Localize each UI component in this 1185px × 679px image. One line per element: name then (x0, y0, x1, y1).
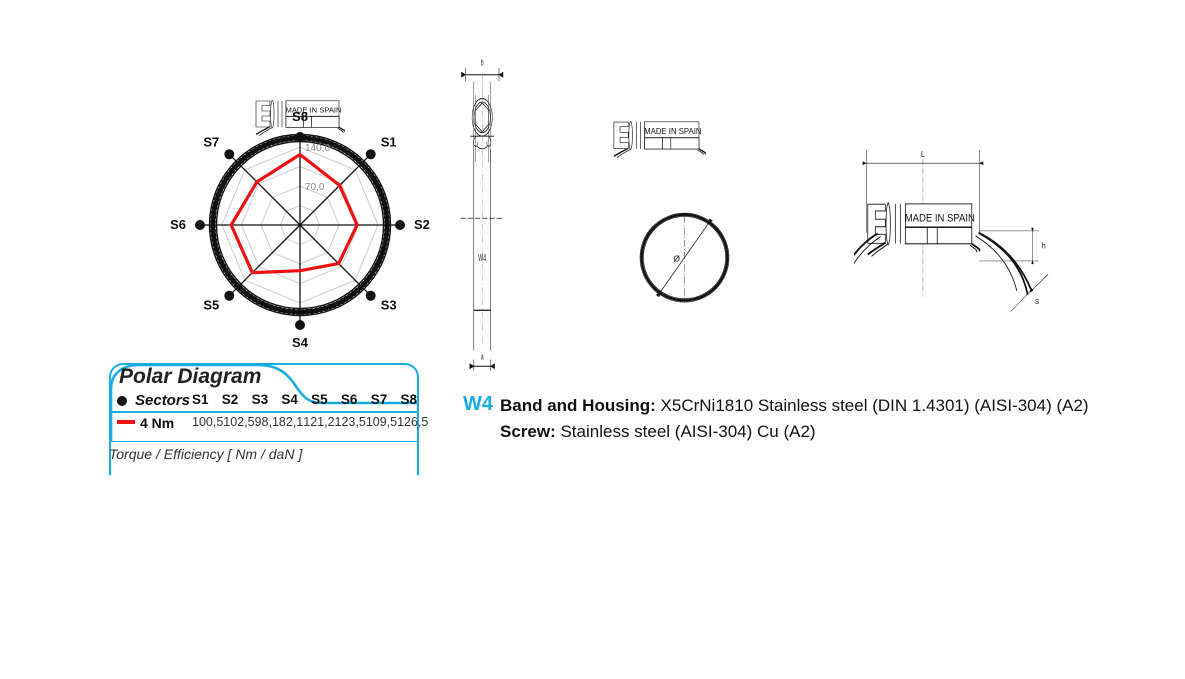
svg-text:MADE IN SPAIN: MADE IN SPAIN (905, 212, 975, 225)
svg-text:W4: W4 (478, 252, 486, 263)
svg-text:S1: S1 (381, 134, 397, 149)
svg-text:L: L (921, 149, 925, 159)
svg-text:S3: S3 (381, 298, 397, 313)
svg-text:Ø: Ø (673, 254, 680, 264)
svg-text:S5: S5 (203, 298, 219, 313)
svg-text:70,0: 70,0 (305, 182, 325, 193)
svg-text:S2: S2 (414, 217, 430, 232)
svg-text:S4: S4 (292, 335, 309, 350)
svg-text:140,0: 140,0 (305, 143, 330, 154)
svg-text:S8: S8 (292, 109, 308, 124)
svg-text:b: b (481, 59, 484, 68)
svg-text:h: h (1042, 241, 1046, 251)
svg-text:a: a (481, 351, 484, 362)
svg-text:S7: S7 (203, 134, 219, 149)
svg-text:S6: S6 (170, 217, 186, 232)
svg-text:S: S (1035, 299, 1040, 307)
svg-text:MADE IN SPAIN: MADE IN SPAIN (644, 127, 701, 136)
